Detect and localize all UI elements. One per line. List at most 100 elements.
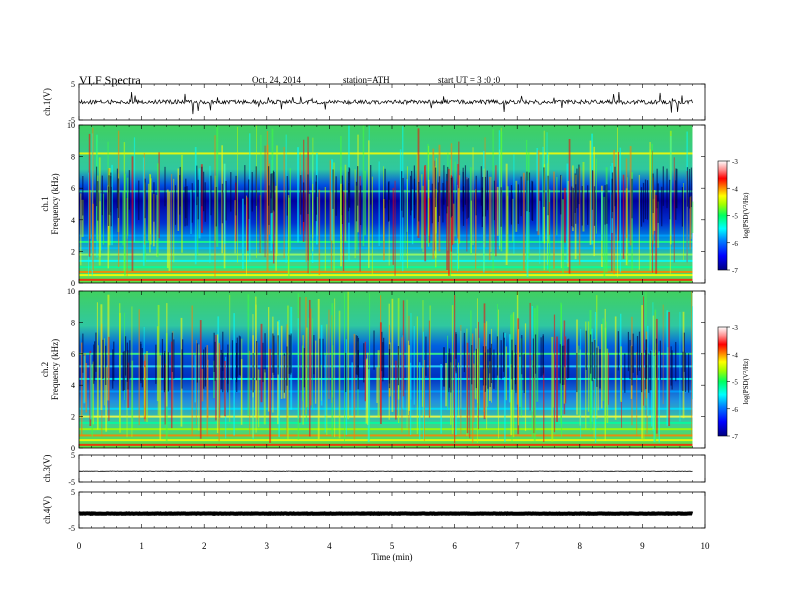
spectrogram-spike — [368, 140, 370, 268]
spectrogram-spike — [421, 367, 424, 407]
spectrogram-spike — [143, 153, 145, 245]
spectrogram-spike — [362, 125, 365, 247]
spectrogram-gap — [164, 350, 166, 391]
spectrogram-spike — [536, 305, 539, 402]
spectrogram-spike — [435, 157, 437, 234]
spectrogram-spike — [551, 336, 554, 442]
spectrogram-gap — [225, 180, 227, 221]
spectrogram-gap — [682, 351, 684, 391]
emission-band — [79, 234, 693, 237]
spectrogram-spike — [376, 367, 378, 404]
spectrogram-spike — [133, 137, 136, 243]
spectrogram-spike — [692, 306, 694, 400]
spectrogram-spike — [585, 321, 587, 429]
y-tick-label: -5 — [68, 524, 75, 533]
spectrogram-spike — [619, 147, 622, 273]
waveform-trace — [78, 91, 693, 115]
spectrogram-spike — [224, 360, 226, 417]
x-tick-label: 4 — [327, 541, 332, 551]
spectrogram-gap — [262, 342, 264, 383]
spectrogram-gap — [688, 353, 690, 393]
spectrogram-gap — [438, 176, 441, 216]
spectrogram-spike — [424, 164, 427, 262]
spectrogram-spike — [97, 345, 99, 430]
spectrogram-spike — [497, 309, 499, 439]
spectrogram-gap — [531, 181, 534, 222]
spectrogram-spike — [601, 195, 603, 258]
spectrogram-spike — [80, 193, 82, 266]
spectrogram-spike — [146, 350, 148, 423]
spectrogram-spike — [340, 183, 343, 267]
spectrogram-gap — [397, 345, 400, 386]
spectrogram-gap — [167, 352, 169, 392]
spectrogram-spike — [445, 363, 447, 407]
spectrogram-spike — [177, 168, 180, 231]
spectrogram-gap — [594, 339, 596, 380]
spectrogram-gap — [112, 349, 114, 389]
y-axis-label: ch.4(V) — [42, 496, 52, 524]
y-tick-label: -5 — [68, 116, 75, 125]
spectrogram-spike — [478, 321, 479, 430]
emission-band — [79, 259, 693, 262]
spectrogram-gap — [418, 181, 420, 222]
spectrogram-spike — [96, 302, 98, 430]
spectrogram-spike — [371, 176, 373, 275]
spectrogram-spike — [458, 362, 459, 416]
colorbar-tick-label: -5 — [732, 213, 738, 221]
spectrogram-gap — [222, 331, 224, 371]
spectrogram-gap — [587, 185, 589, 225]
spectrogram-spike — [367, 352, 369, 426]
spectrogram-spike — [406, 299, 408, 428]
colorbar-tick-label: -6 — [732, 240, 738, 248]
spectrogram-gap — [568, 338, 570, 378]
y-tick-label: -5 — [68, 478, 75, 487]
colorbar-label: log(PSD(V²/Hz) — [742, 192, 750, 239]
spectrogram-gap — [611, 178, 613, 219]
spectrogram-spike — [526, 180, 529, 278]
spectrogram-gap — [402, 177, 404, 218]
spectrogram-spike — [108, 336, 110, 421]
spectrogram-spike — [131, 306, 133, 437]
spectrogram-spike — [107, 185, 110, 269]
spectrogram-spike — [326, 324, 328, 436]
spectrogram-spike — [268, 163, 271, 235]
spectrogram-gap — [528, 172, 531, 213]
spectrogram-spike — [198, 344, 200, 431]
spectrogram-spike — [457, 188, 460, 269]
spectrogram-spike — [126, 191, 128, 239]
spectrogram-gap — [101, 175, 103, 216]
spectrogram-spike — [149, 173, 151, 253]
spectrogram-spike — [469, 167, 472, 255]
spectrogram-gap — [204, 347, 206, 387]
y-tick-label: 8 — [71, 153, 75, 162]
spectrogram-spike — [247, 294, 250, 417]
spectrogram-gap — [95, 166, 98, 207]
spectrogram-spike — [328, 309, 330, 399]
spectrogram-spike — [287, 305, 289, 439]
spectrogram-spike — [157, 304, 160, 416]
spectrogram-spike — [466, 342, 469, 434]
spectrogram-gap — [116, 168, 119, 209]
spectrogram-spike — [402, 300, 405, 397]
spectrogram-spike — [306, 327, 308, 408]
spectrogram-gap — [129, 340, 131, 380]
spectrogram-spike — [197, 196, 199, 256]
spectrogram-spike — [308, 317, 310, 410]
spectrogram-spike — [662, 304, 664, 405]
emission-band — [79, 253, 693, 256]
spectrogram-spike — [449, 159, 452, 277]
spectrogram-spike — [131, 156, 134, 271]
spectrogram-gap — [181, 349, 183, 389]
spectrogram-spike — [347, 291, 350, 420]
channel-label: ch.1 — [40, 196, 50, 211]
spectrogram-gap — [413, 178, 416, 219]
spectrogram-gap — [141, 348, 143, 388]
spectrogram-spike — [595, 158, 598, 234]
spectrogram-gap — [126, 342, 128, 382]
emission-band — [79, 415, 693, 418]
spectrogram-gap — [332, 169, 334, 209]
spectrogram-gap — [322, 338, 324, 378]
spectrogram-gap — [657, 183, 659, 223]
spectrogram-gap — [590, 334, 592, 374]
y-tick-label: 4 — [71, 381, 75, 390]
